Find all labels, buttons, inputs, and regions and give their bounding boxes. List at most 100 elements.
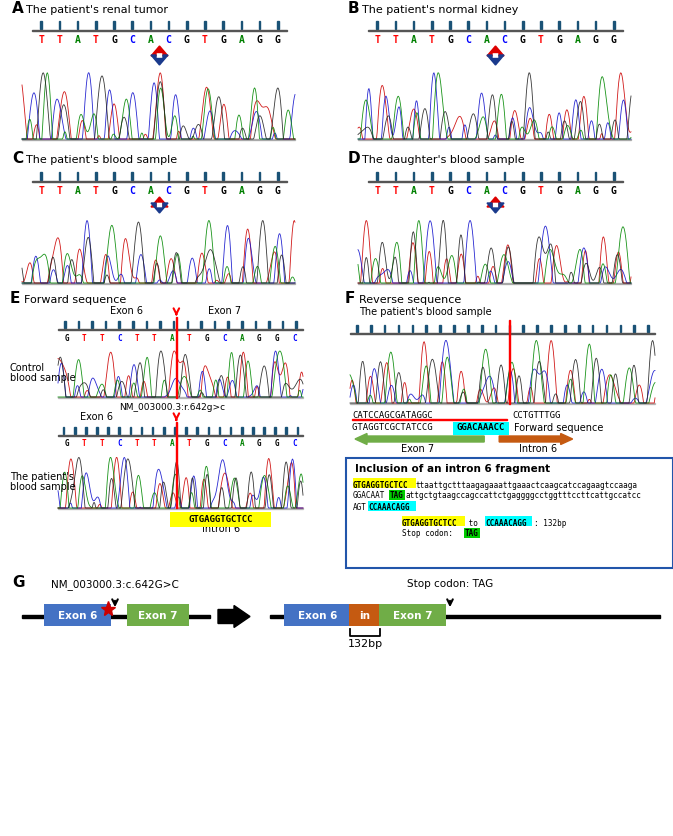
Text: G: G bbox=[220, 35, 226, 45]
Bar bbox=[174, 427, 176, 435]
Text: A: A bbox=[170, 333, 174, 342]
Text: T: T bbox=[187, 439, 192, 448]
FancyArrow shape bbox=[355, 434, 484, 445]
Bar bbox=[40, 173, 42, 181]
FancyBboxPatch shape bbox=[353, 478, 416, 489]
FancyBboxPatch shape bbox=[402, 516, 464, 527]
Bar bbox=[132, 322, 134, 329]
Bar bbox=[356, 325, 358, 333]
Text: AGT: AGT bbox=[353, 502, 367, 511]
Bar bbox=[200, 322, 202, 329]
Text: Reverse sequence: Reverse sequence bbox=[359, 294, 461, 304]
Text: The patient's blood sample: The patient's blood sample bbox=[359, 307, 491, 317]
Text: C: C bbox=[501, 186, 507, 196]
Text: T: T bbox=[57, 35, 63, 45]
Text: T: T bbox=[100, 333, 104, 342]
Text: G: G bbox=[184, 186, 190, 196]
Text: A: A bbox=[238, 186, 244, 196]
Bar bbox=[259, 22, 260, 30]
FancyArrow shape bbox=[499, 434, 573, 445]
Bar bbox=[229, 427, 232, 435]
Bar bbox=[413, 173, 415, 181]
Text: A: A bbox=[483, 35, 489, 45]
Text: blood sample: blood sample bbox=[10, 373, 75, 383]
Text: The patient's blood sample: The patient's blood sample bbox=[26, 155, 177, 165]
Text: Inclusion of an intron 6 fragment: Inclusion of an intron 6 fragment bbox=[355, 463, 550, 473]
Bar bbox=[425, 325, 427, 333]
Text: T: T bbox=[392, 186, 398, 196]
Text: T: T bbox=[57, 186, 63, 196]
Bar bbox=[173, 322, 174, 329]
FancyBboxPatch shape bbox=[349, 604, 381, 626]
Text: The patient's: The patient's bbox=[10, 471, 74, 481]
Bar bbox=[536, 325, 538, 333]
Text: T: T bbox=[93, 186, 99, 196]
Text: A: A bbox=[75, 35, 81, 45]
Text: G: G bbox=[220, 186, 226, 196]
Text: T: T bbox=[538, 35, 544, 45]
Bar bbox=[118, 322, 120, 329]
Text: T: T bbox=[82, 439, 87, 448]
Text: Control: Control bbox=[10, 363, 45, 373]
FancyBboxPatch shape bbox=[485, 516, 532, 527]
Text: CATCCAGCGATAGGC: CATCCAGCGATAGGC bbox=[352, 410, 433, 419]
Bar bbox=[564, 325, 566, 333]
Text: C: C bbox=[166, 186, 172, 196]
Bar bbox=[394, 173, 396, 181]
Bar bbox=[578, 325, 579, 333]
Text: in: in bbox=[359, 610, 371, 620]
Text: C: C bbox=[292, 333, 297, 342]
Bar bbox=[509, 325, 510, 333]
Bar bbox=[176, 422, 177, 508]
Bar bbox=[149, 22, 151, 30]
Text: T: T bbox=[100, 439, 104, 448]
Bar bbox=[92, 322, 93, 329]
Bar bbox=[295, 322, 297, 329]
Bar bbox=[398, 325, 399, 333]
Bar bbox=[522, 325, 524, 333]
Bar bbox=[577, 22, 578, 30]
Text: A: A bbox=[147, 186, 153, 196]
Text: A: A bbox=[238, 35, 244, 45]
Text: Exon 7: Exon 7 bbox=[208, 306, 241, 316]
Bar bbox=[168, 173, 170, 181]
Text: Exon 7: Exon 7 bbox=[138, 610, 178, 620]
Text: NM_003000.3:r.642g>c: NM_003000.3:r.642g>c bbox=[119, 402, 225, 411]
Text: C: C bbox=[117, 439, 122, 448]
Bar bbox=[241, 322, 242, 329]
Text: C: C bbox=[222, 439, 227, 448]
Bar bbox=[130, 427, 131, 435]
Bar bbox=[509, 321, 510, 405]
Bar bbox=[467, 22, 469, 30]
Bar bbox=[107, 427, 109, 435]
Text: C: C bbox=[129, 35, 135, 45]
Text: C: C bbox=[465, 35, 471, 45]
Text: A: A bbox=[75, 186, 81, 196]
Text: attgctgtaagccagccattctgaggggcctggtttccttcattgccatcc: attgctgtaagccagccattctgaggggcctggtttcctt… bbox=[405, 491, 641, 500]
Text: Exon 6: Exon 6 bbox=[58, 610, 97, 620]
Bar bbox=[118, 427, 120, 435]
Bar bbox=[63, 427, 65, 435]
FancyArrow shape bbox=[487, 198, 504, 208]
Bar bbox=[270, 615, 660, 619]
Bar bbox=[131, 173, 133, 181]
Text: T: T bbox=[202, 186, 208, 196]
FancyBboxPatch shape bbox=[44, 604, 111, 626]
Text: GTAGGTCGCTATCCG: GTAGGTCGCTATCCG bbox=[352, 423, 438, 432]
Bar bbox=[467, 173, 469, 181]
Text: A: A bbox=[575, 186, 580, 196]
Bar bbox=[185, 427, 187, 435]
Text: T: T bbox=[152, 439, 157, 448]
Bar bbox=[633, 325, 635, 333]
Bar bbox=[219, 427, 220, 435]
Bar bbox=[282, 322, 283, 329]
FancyArrow shape bbox=[151, 56, 168, 66]
Text: CCAAACAGG: CCAAACAGG bbox=[369, 502, 411, 511]
Text: A: A bbox=[240, 333, 244, 342]
FancyArrow shape bbox=[487, 204, 504, 214]
Text: G: G bbox=[205, 439, 209, 448]
Bar bbox=[22, 615, 210, 619]
Bar bbox=[74, 427, 75, 435]
Text: G: G bbox=[256, 35, 262, 45]
Text: 132bp: 132bp bbox=[347, 638, 382, 648]
